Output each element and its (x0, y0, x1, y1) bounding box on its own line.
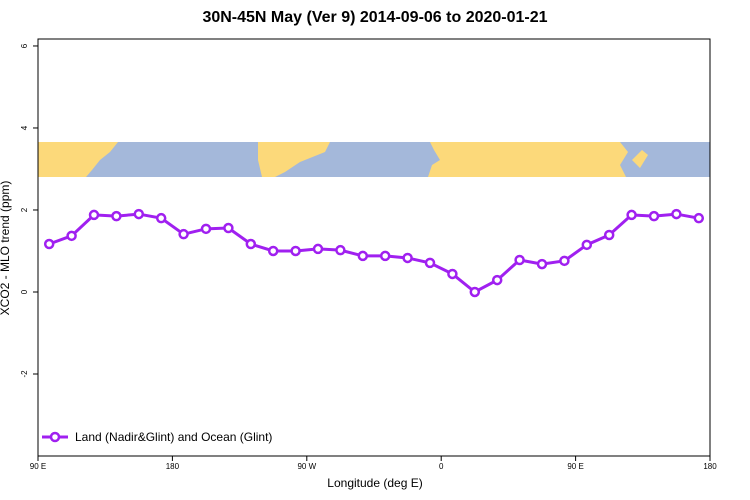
point (245, 238, 257, 250)
x-tick-label: 90 W (297, 462, 316, 471)
point (626, 209, 637, 221)
point (200, 223, 212, 235)
y-tick-label: 4 (20, 125, 29, 130)
plot-frame (37, 38, 711, 457)
x-tick-label: 90 E (567, 462, 583, 471)
point (671, 208, 682, 220)
point (491, 274, 503, 286)
point (223, 222, 234, 234)
map-strip (38, 142, 710, 177)
point (133, 208, 145, 220)
y-tick-label: 2 (20, 207, 29, 212)
x-tick-label: 180 (166, 462, 180, 471)
point (402, 252, 413, 264)
point (178, 228, 189, 240)
point (357, 250, 369, 262)
x-tick-label: 0 (439, 462, 444, 471)
point (290, 245, 301, 257)
point (111, 210, 122, 222)
y-axis-label: XCO2 - MLO trend (ppm) (0, 181, 12, 316)
point (648, 210, 660, 222)
point (603, 229, 615, 241)
legend-label: Land (Nadir&Glint) and Ocean (Glint) (75, 430, 272, 444)
point (66, 230, 77, 242)
series-line (48, 212, 700, 294)
x-axis-label: Longitude (deg E) (327, 476, 422, 490)
point (559, 255, 570, 267)
point (335, 244, 346, 256)
legend-marker (49, 431, 61, 443)
y-tick-label: 6 (20, 43, 29, 48)
point (379, 250, 391, 262)
point (43, 238, 55, 250)
y-tick-label: 0 (20, 289, 29, 294)
point (447, 268, 458, 280)
point (88, 209, 100, 221)
point (514, 254, 525, 266)
point (155, 212, 167, 224)
x-tick-label: 90 E (30, 462, 46, 471)
point (267, 245, 279, 257)
chart-title: 30N-45N May (Ver 9) 2014-09-06 to 2020-0… (202, 9, 547, 26)
y-tick-label: -2 (20, 370, 29, 378)
point (469, 286, 481, 298)
point (424, 257, 436, 269)
point (536, 258, 548, 270)
point (581, 239, 593, 251)
x-tick-label: 180 (703, 462, 717, 471)
point (693, 212, 705, 224)
point (312, 243, 324, 255)
